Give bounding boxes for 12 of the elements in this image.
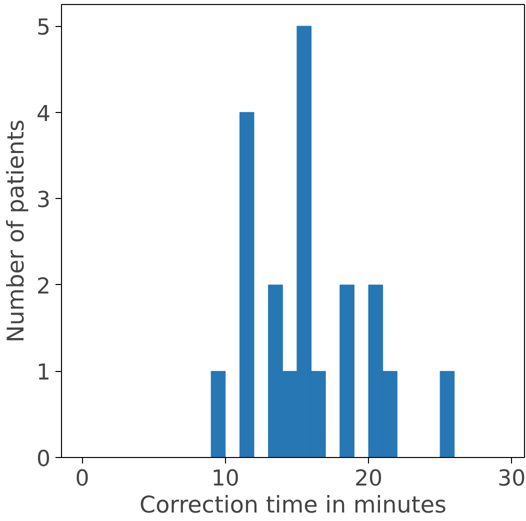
y-axis-title: Number of patients [4, 119, 30, 343]
y-tick-label: 3 [36, 188, 51, 214]
x-tick-label: 20 [354, 466, 382, 492]
y-tick-label: 5 [36, 16, 51, 41]
y-tick-label: 4 [36, 102, 51, 127]
y-tick-label: 2 [36, 274, 51, 300]
x-tick-label: 10 [211, 466, 240, 492]
y-tick-label: 0 [36, 447, 51, 472]
x-axis-title: Correction time in minutes [140, 492, 446, 518]
y-tick-label: 1 [36, 360, 51, 386]
x-tick-label: 0 [75, 466, 90, 492]
x-tick-label: 30 [498, 466, 526, 492]
